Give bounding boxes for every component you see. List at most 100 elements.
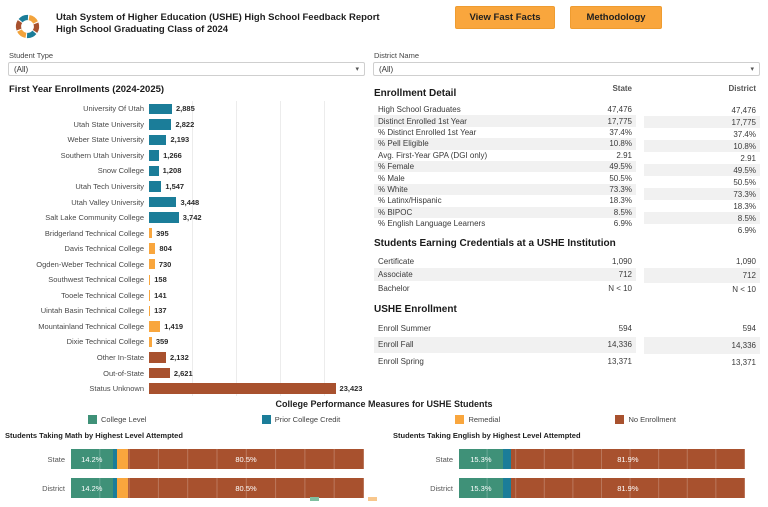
credentials-table: Certificate 1,090 Associate 712 Bachelor… xyxy=(374,254,760,295)
row-label: Avg. First-Year GPA (DGI only) xyxy=(378,150,488,160)
row-label: % Pell Eligible xyxy=(378,139,429,149)
row-label: Enroll Fall xyxy=(378,340,414,350)
bar[interactable] xyxy=(149,227,153,239)
stacked-segment-teal[interactable] xyxy=(502,449,511,470)
bar[interactable] xyxy=(149,321,161,332)
bar-category-label: University Of Utah xyxy=(83,104,144,114)
stacked-segment-brown[interactable]: 81.9% xyxy=(510,449,745,470)
ushe-enrollment-table: Enroll Summer 594 Enroll Fall 14,336 Enr… xyxy=(374,320,760,370)
row-label: % Latinx/Hispanic xyxy=(378,196,442,206)
view-fast-facts-button[interactable]: View Fast Facts xyxy=(455,6,555,29)
first-year-enrollments-chart: University Of Utah 2,885 Utah State Univ… xyxy=(8,101,368,397)
student-type-dropdown[interactable]: (All) ▾ xyxy=(8,62,365,76)
stacked-bar-category-label: State xyxy=(435,454,453,464)
bar[interactable] xyxy=(149,150,160,161)
row-label: % Distinct Enrolled 1st Year xyxy=(378,127,477,137)
stacked-segment-green[interactable]: 14.2% xyxy=(71,478,113,499)
credentials-title: Students Earning Credentials at a USHE I… xyxy=(374,238,616,250)
bar-value-label: 137 xyxy=(154,306,167,316)
state-column: Enroll Summer 594 Enroll Fall 14,336 Enr… xyxy=(374,320,636,370)
bar[interactable] xyxy=(149,243,156,254)
bar[interactable] xyxy=(149,336,152,348)
report-title: Utah System of Higher Education (USHE) H… xyxy=(56,12,380,23)
district-value: 8.5% xyxy=(644,212,760,224)
enrollment-detail-section: Enrollment Detail State District High Sc… xyxy=(374,83,760,235)
district-value: 73.3% xyxy=(644,188,760,200)
state-value: 6.9% xyxy=(613,219,632,229)
bar-track: 23,423 xyxy=(149,380,368,397)
bar-category-label: Uintah Basin Technical College xyxy=(40,306,144,316)
stacked-segment-orange[interactable] xyxy=(116,478,129,499)
stacked-segment-brown[interactable]: 80.5% xyxy=(128,478,364,499)
legend-label: Prior College Credit xyxy=(274,415,341,425)
bar[interactable] xyxy=(149,383,336,394)
district-value: 18.3% xyxy=(733,201,756,211)
bar[interactable] xyxy=(149,258,155,270)
district-column: 1,090 712 N < 10 xyxy=(644,254,760,297)
bar[interactable] xyxy=(149,196,177,208)
table-row: % Female 49.5% xyxy=(374,160,636,173)
bar-track: 158 xyxy=(149,272,368,288)
bar-row: Ogden-Weber Technical College 730 xyxy=(8,256,368,273)
bar-track: 2,621 xyxy=(149,365,368,381)
state-column: Certificate 1,090 Associate 712 Bachelor… xyxy=(374,254,636,295)
methodology-button[interactable]: Methodology xyxy=(570,6,662,29)
math-chart-title: Students Taking Math by Highest Level At… xyxy=(5,431,183,441)
stacked-segment-teal[interactable] xyxy=(112,478,117,499)
bar[interactable] xyxy=(149,305,151,317)
district-value: 50.5% xyxy=(733,177,756,187)
stacked-bar: 14.2% 80.5% xyxy=(71,449,364,470)
bar[interactable] xyxy=(149,352,166,363)
bar[interactable] xyxy=(149,367,170,379)
table-row: % Pell Eligible 10.8% xyxy=(374,138,636,150)
legend-label: No Enrollment xyxy=(628,415,676,425)
bar-category-label: Mountainland Technical College xyxy=(38,321,144,331)
filter-bar: Student Type (All) ▾ District Name (All)… xyxy=(0,49,768,76)
stacked-segment-teal[interactable] xyxy=(112,449,117,470)
bar-row: Dixie Technical College 359 xyxy=(8,334,368,350)
performance-title: College Performance Measures for USHE St… xyxy=(275,399,493,410)
bar-category-label: Southwest Technical College xyxy=(48,275,144,285)
state-value: 37.4% xyxy=(609,127,632,137)
stacked-segment-green[interactable]: 14.2% xyxy=(71,449,113,470)
district-value: 2.91 xyxy=(740,153,756,163)
bar[interactable] xyxy=(149,134,167,146)
state-value: 594 xyxy=(618,323,632,333)
stacked-segment-green[interactable]: 15.3% xyxy=(459,449,503,470)
bar[interactable] xyxy=(149,103,172,115)
table-row: % English Language Learners 6.9% xyxy=(374,218,636,229)
stacked-segment-green[interactable]: 15.3% xyxy=(459,478,503,499)
table-row: % Male 50.5% xyxy=(374,172,636,183)
stacked-segment-orange[interactable] xyxy=(116,449,129,470)
bar[interactable] xyxy=(149,212,179,223)
bar[interactable] xyxy=(149,181,162,192)
bar[interactable] xyxy=(149,165,159,177)
stacked-bar: 15.3% 81.9% xyxy=(459,478,745,499)
bar-value-label: 141 xyxy=(154,290,167,300)
bar-track: 141 xyxy=(149,287,368,304)
district-value: 712 xyxy=(644,268,760,283)
district-name-dropdown[interactable]: (All) ▾ xyxy=(373,62,760,76)
district-value: 17,775 xyxy=(644,116,760,128)
bar-row: Davis Technical College 804 xyxy=(8,240,368,257)
bar[interactable] xyxy=(149,290,151,301)
stacked-segment-brown[interactable]: 81.9% xyxy=(510,478,745,499)
bar[interactable] xyxy=(149,274,151,286)
bar-category-label: Bridgerland Technical College xyxy=(44,228,144,238)
state-value: 14,336 xyxy=(607,340,632,350)
state-value: 8.5% xyxy=(613,207,632,217)
bar-category-label: Utah State University xyxy=(73,119,144,129)
bar-category-label: Utah Valley University xyxy=(71,197,144,207)
bar[interactable] xyxy=(149,119,172,130)
bar-track: 1,419 xyxy=(149,318,368,335)
row-label: % BIPOC xyxy=(378,207,413,217)
bar-track: 359 xyxy=(149,334,368,350)
stacked-segment-teal[interactable] xyxy=(502,478,511,499)
district-column-header: District xyxy=(728,84,756,93)
stacked-segment-brown[interactable]: 80.5% xyxy=(128,449,364,470)
bar-category-label: Davis Technical College xyxy=(64,244,145,254)
performance-legend: College Level Prior College Credit Remed… xyxy=(0,415,768,425)
bar-row: Mountainland Technical College 1,419 xyxy=(8,318,368,335)
legend-item: College Level xyxy=(88,415,146,425)
district-name-value: (All) xyxy=(379,64,394,74)
